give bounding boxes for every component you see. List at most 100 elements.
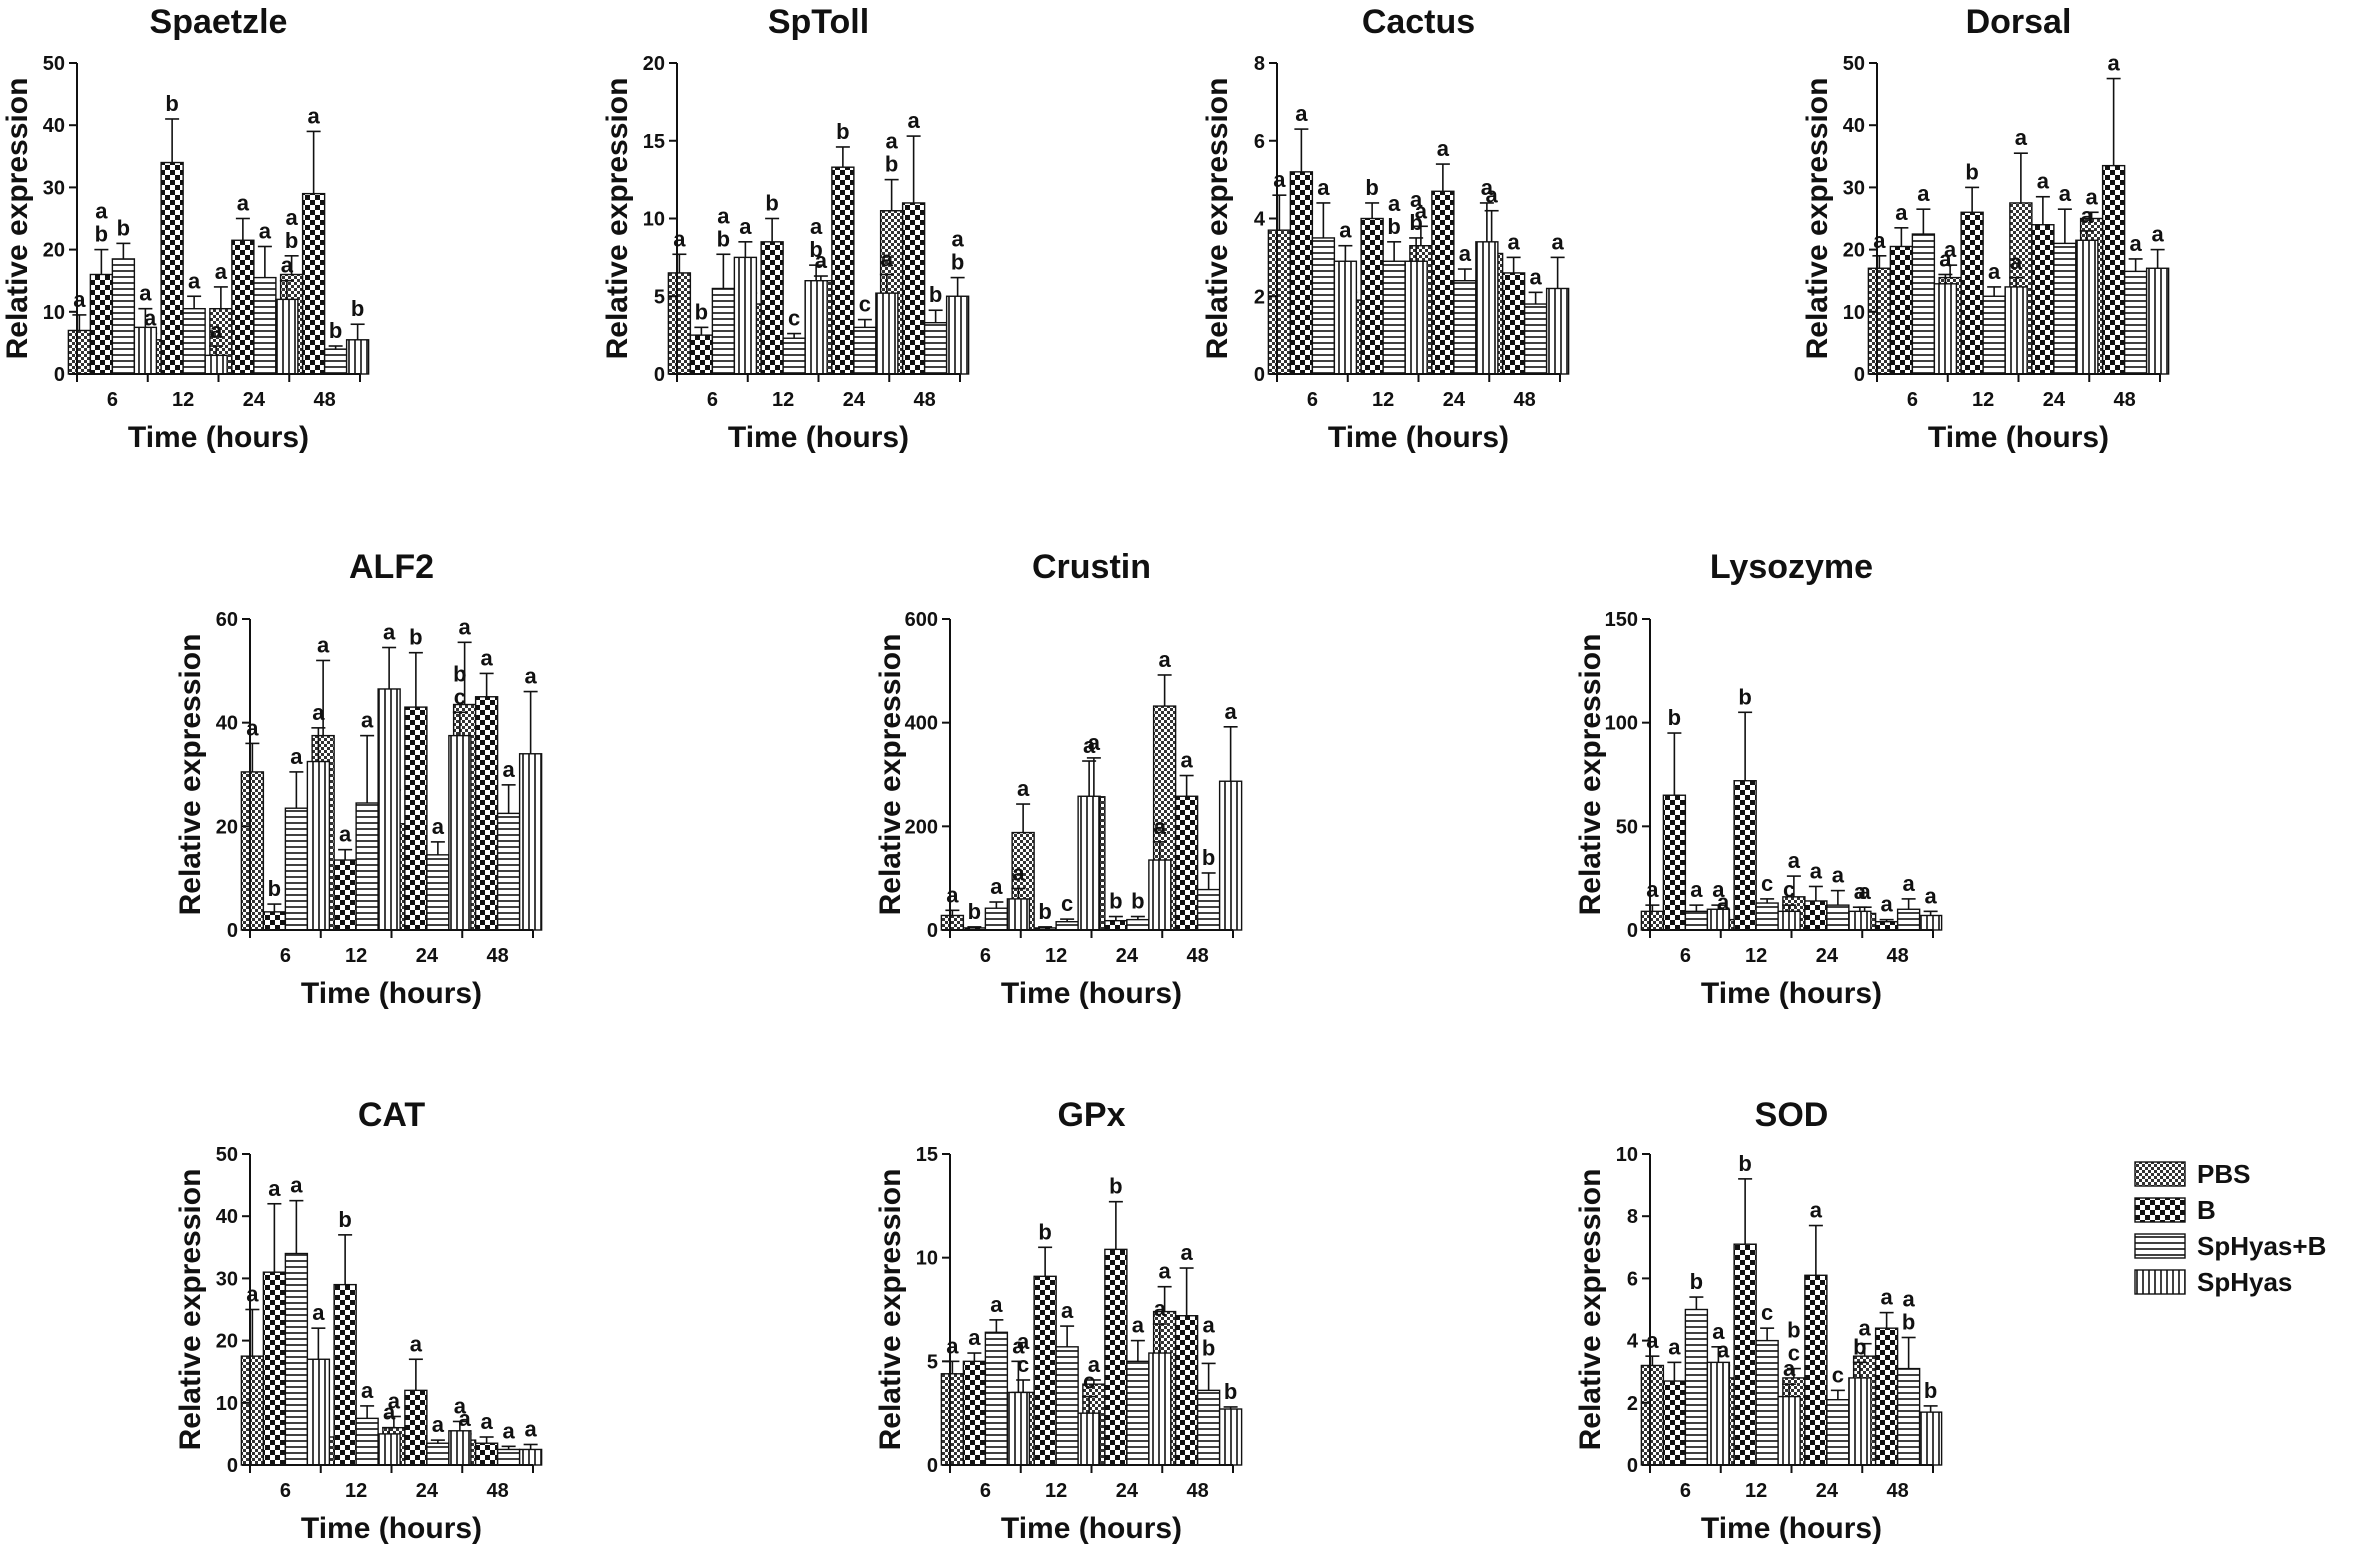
chart-title: CAT bbox=[358, 1096, 426, 1134]
bar-sphyas-24 bbox=[1148, 1352, 1172, 1466]
x-tick-label: 24 bbox=[1816, 1480, 1839, 1502]
significance-letter: a bbox=[1317, 175, 1330, 200]
x-axis-label: Time (hours) bbox=[1328, 421, 1509, 454]
significance-letter: a bbox=[1939, 246, 1952, 271]
bar-sphyas-12 bbox=[1077, 1412, 1101, 1466]
significance-letter: a bbox=[886, 129, 899, 154]
significance-letter: a bbox=[1881, 1285, 1894, 1310]
significance-letter: a bbox=[1273, 167, 1286, 192]
significance-letter: b bbox=[329, 318, 342, 343]
significance-letter: b bbox=[1038, 899, 1051, 924]
bar-b-12 bbox=[1033, 1275, 1057, 1466]
bar-sphyas-b-24 bbox=[426, 1442, 450, 1466]
x-tick-label: 48 bbox=[487, 945, 509, 967]
significance-letter: a bbox=[1717, 1337, 1730, 1362]
y-tick-label: 200 bbox=[905, 816, 938, 838]
bar-b-48 bbox=[1501, 272, 1526, 375]
x-axis-label: Time (hours) bbox=[301, 977, 482, 1010]
significance-letter: a bbox=[1810, 858, 1823, 883]
bar-b-12 bbox=[160, 161, 184, 375]
significance-letter: a bbox=[312, 1300, 325, 1325]
bar-pbs-6 bbox=[1267, 229, 1292, 375]
bar-sphyas-48 bbox=[1918, 914, 1943, 931]
significance-letter: a bbox=[1783, 1356, 1796, 1381]
x-tick-label: 48 bbox=[1887, 945, 1909, 967]
bar-sphyas-24 bbox=[1848, 1377, 1872, 1466]
significance-letter: a bbox=[2037, 169, 2050, 194]
bar-sphyas-6 bbox=[306, 1358, 331, 1466]
significance-letter: a bbox=[990, 874, 1003, 899]
significance-letter: b bbox=[1202, 845, 1215, 870]
bar-b-12 bbox=[1733, 1243, 1757, 1466]
bar-b-6 bbox=[262, 911, 287, 931]
x-tick-label: 24 bbox=[2043, 389, 2066, 411]
bar-sphyas-b-24 bbox=[1126, 1360, 1150, 1466]
significance-letter: b bbox=[1668, 705, 1681, 730]
significance-letter: a bbox=[410, 1331, 423, 1356]
y-tick-label: 60 bbox=[216, 609, 238, 631]
legend-label-b: B bbox=[2197, 1195, 2216, 1225]
significance-letter: a bbox=[361, 708, 374, 733]
bar-sphyas-b-24 bbox=[426, 854, 450, 931]
bar-sphyas-48 bbox=[1545, 287, 1570, 375]
significance-letter: a bbox=[237, 191, 250, 216]
chart-title: ALF2 bbox=[349, 548, 434, 586]
significance-letter: a bbox=[1012, 861, 1025, 886]
bar-pbs-6 bbox=[67, 329, 92, 375]
bar-b-12 bbox=[760, 241, 784, 375]
significance-letter: b bbox=[1387, 214, 1400, 239]
y-tick-label: 50 bbox=[43, 53, 65, 75]
significance-letter: a bbox=[1788, 848, 1801, 873]
bar-b-6 bbox=[1289, 171, 1314, 375]
significance-letter: a bbox=[525, 1416, 538, 1441]
significance-letter: c bbox=[1761, 871, 1773, 896]
bar-sphyas-b-12 bbox=[1755, 1339, 1779, 1466]
bar-b-6 bbox=[962, 1360, 987, 1466]
significance-letter: a bbox=[188, 268, 201, 293]
significance-letter: a bbox=[139, 281, 152, 306]
y-tick-label: 600 bbox=[905, 609, 938, 631]
y-tick-label: 4 bbox=[1254, 209, 1266, 231]
y-tick-label: 100 bbox=[1605, 713, 1638, 735]
bar-sphyas-b-6 bbox=[284, 807, 309, 931]
x-tick-label: 48 bbox=[1187, 1480, 1209, 1502]
bar-b-12 bbox=[1360, 217, 1384, 375]
bar-sphyas-b-12 bbox=[1755, 902, 1779, 931]
y-tick-label: 6 bbox=[1254, 131, 1265, 153]
bar-sphyas-48 bbox=[1218, 1408, 1243, 1466]
x-tick-label: 48 bbox=[1887, 1480, 1909, 1502]
significance-letter: a bbox=[1508, 229, 1521, 254]
x-tick-label: 24 bbox=[843, 389, 866, 411]
bar-sphyas-12 bbox=[1777, 910, 1801, 931]
bar-b-6 bbox=[1662, 794, 1687, 931]
x-tick-label: 48 bbox=[1187, 945, 1209, 967]
bar-sphyas-b-12 bbox=[1055, 921, 1079, 931]
y-tick-label: 150 bbox=[1605, 609, 1638, 631]
y-tick-label: 5 bbox=[654, 286, 665, 308]
bar-pbs-6 bbox=[940, 914, 965, 931]
significance-letter: c bbox=[1788, 1341, 1800, 1366]
x-tick-label: 12 bbox=[1745, 1480, 1767, 1502]
y-tick-label: 10 bbox=[1843, 302, 1865, 324]
significance-letter: b bbox=[285, 228, 298, 253]
y-tick-label: 40 bbox=[43, 115, 65, 137]
significance-letter: c bbox=[1783, 877, 1795, 902]
y-tick-label: 4 bbox=[1627, 1331, 1639, 1353]
bar-sphyas-6 bbox=[733, 256, 758, 375]
significance-letter: a bbox=[2152, 222, 2165, 247]
bar-sphyas-6 bbox=[1006, 1391, 1031, 1466]
y-tick-label: 30 bbox=[216, 1268, 238, 1290]
x-tick-label: 12 bbox=[345, 1480, 367, 1502]
y-axis-label: Relative expression bbox=[174, 634, 207, 916]
bar-sphyas-12 bbox=[377, 1433, 401, 1466]
significance-letter: a bbox=[1017, 1329, 1030, 1354]
y-tick-label: 6 bbox=[1627, 1268, 1638, 1290]
significance-letter: a bbox=[308, 103, 321, 128]
bar-sphyas-b-6 bbox=[1684, 1308, 1709, 1466]
y-tick-label: 20 bbox=[216, 816, 238, 838]
significance-letter: a bbox=[525, 664, 538, 689]
significance-letter: a bbox=[339, 822, 352, 847]
bar-b-6 bbox=[89, 273, 114, 375]
bar-sphyas-b-12 bbox=[1055, 1346, 1079, 1466]
